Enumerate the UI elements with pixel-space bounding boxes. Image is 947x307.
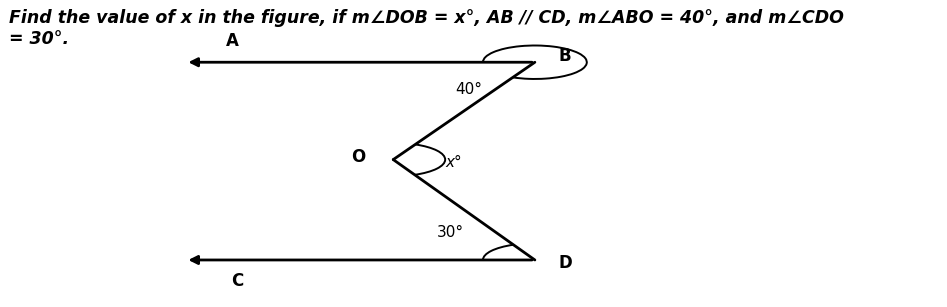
Text: O: O: [350, 148, 365, 165]
Text: A: A: [226, 32, 240, 50]
Text: D: D: [559, 254, 572, 272]
Text: x°: x°: [445, 155, 462, 170]
Text: 30°: 30°: [437, 225, 463, 240]
Text: 40°: 40°: [456, 82, 482, 97]
Text: Find the value of x in the figure, if m∠DOB = x°, AB // CD, m∠ABO = 40°, and m∠C: Find the value of x in the figure, if m∠…: [9, 9, 845, 48]
Text: C: C: [231, 272, 243, 290]
Text: B: B: [559, 47, 571, 65]
